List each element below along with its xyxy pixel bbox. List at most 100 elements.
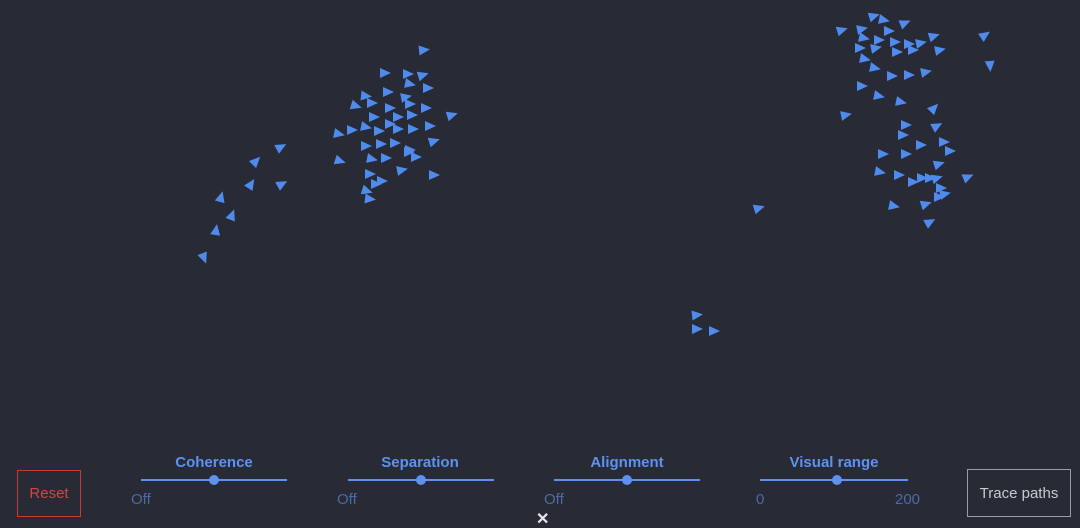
boid: [333, 128, 345, 138]
boid: [878, 14, 890, 24]
slider-min-label: 0: [756, 491, 765, 508]
slider-thumb[interactable]: [209, 475, 219, 485]
boid: [874, 166, 886, 176]
trace-paths-button[interactable]: Trace paths: [967, 469, 1071, 517]
reset-button[interactable]: Reset: [17, 470, 81, 517]
boid: [347, 125, 358, 135]
boid: [867, 12, 880, 23]
boid: [369, 112, 380, 122]
boid: [349, 99, 362, 110]
boid: [884, 26, 895, 36]
boid: [360, 90, 372, 101]
boid: [367, 98, 378, 108]
boid: [404, 78, 416, 88]
boid: [197, 251, 207, 264]
boid: [874, 35, 885, 45]
slider-visual-range: Visual range 0 200: [739, 450, 929, 523]
slider-label: Coherence: [175, 454, 253, 471]
boid: [374, 126, 385, 136]
slider-thumb[interactable]: [831, 475, 842, 485]
boid: [274, 144, 287, 154]
boid: [898, 20, 911, 30]
boid: [361, 141, 372, 151]
boid: [691, 310, 703, 321]
boid: [364, 193, 376, 204]
slider-min-label: Off: [544, 491, 564, 508]
slider-alignment: Alignment Off: [532, 450, 722, 523]
boid: [365, 169, 376, 179]
boid: [890, 37, 901, 47]
boid: [390, 138, 401, 148]
boid: [404, 147, 415, 157]
boid: [939, 137, 950, 147]
boid: [908, 45, 919, 55]
boid: [932, 160, 945, 171]
boid: [427, 137, 440, 148]
boid: [984, 60, 995, 72]
boid: [376, 139, 387, 149]
boid: [917, 173, 928, 183]
slider-thumb[interactable]: [416, 475, 426, 485]
boid: [425, 121, 436, 131]
boid: [393, 124, 404, 134]
boid: [930, 123, 943, 133]
slider-label: Alignment: [590, 454, 664, 471]
boid: [927, 32, 940, 43]
boid: [333, 154, 346, 165]
boid: [360, 184, 373, 195]
boid: [400, 93, 412, 103]
boid: [418, 45, 430, 56]
boid: [244, 178, 255, 191]
boid: [385, 119, 396, 129]
boid: [934, 192, 945, 202]
boid: [275, 181, 288, 191]
boid: [396, 166, 408, 176]
boid: [416, 71, 429, 82]
boid: [210, 224, 221, 236]
boid: [856, 25, 868, 35]
boid: [934, 46, 946, 56]
slider-thumb[interactable]: [622, 475, 632, 485]
boid: [908, 177, 919, 187]
boid: [859, 53, 871, 63]
boid: [930, 174, 943, 185]
boid: [961, 174, 974, 184]
boid: [225, 209, 235, 222]
boid: [898, 130, 909, 140]
boid: [888, 200, 900, 210]
boid: [709, 326, 720, 336]
slider-label: Separation: [381, 454, 459, 471]
boid: [214, 191, 225, 204]
boid: [936, 183, 947, 193]
boid: [407, 110, 418, 120]
boid: [920, 68, 932, 78]
boid: [692, 324, 703, 334]
boid: [752, 204, 765, 215]
slider-coherence: Coherence Off: [119, 450, 309, 523]
boid: [878, 149, 889, 159]
boid: [248, 156, 261, 169]
boid: [423, 83, 434, 93]
boid: [429, 170, 440, 180]
boid: [366, 153, 378, 163]
boid: [445, 111, 458, 122]
boid: [869, 62, 881, 72]
boid: [381, 153, 392, 163]
boid: [408, 124, 419, 134]
boid: [371, 179, 382, 189]
boid: [383, 87, 394, 97]
boid: [835, 26, 848, 37]
slider-separation: Separation Off: [325, 450, 515, 523]
boid: [892, 47, 903, 57]
boid: [405, 99, 416, 109]
boid: [895, 96, 907, 106]
boid: [901, 149, 912, 159]
boid: [385, 103, 396, 113]
boid: [887, 71, 898, 81]
close-icon[interactable]: ✕: [536, 511, 550, 528]
boid: [915, 39, 927, 49]
boid: [870, 44, 882, 54]
boid: [380, 68, 391, 78]
boid: [945, 146, 956, 156]
boid: [421, 103, 432, 113]
